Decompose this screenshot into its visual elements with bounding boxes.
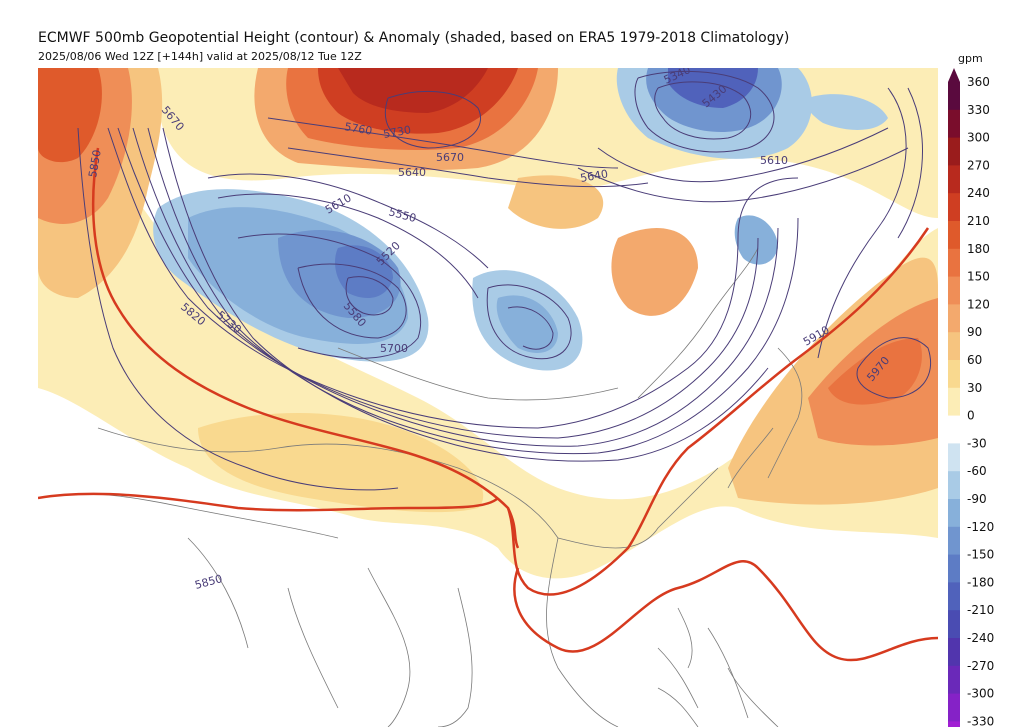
colorbar-label: 120 — [967, 297, 990, 311]
colorbar-swatch — [948, 499, 960, 528]
contour-label: 5610 — [760, 154, 788, 167]
contour-label: 5850 — [86, 149, 104, 179]
ridge-5880 — [38, 147, 938, 662]
coastlines — [657, 607, 779, 727]
colorbar-label: -330 — [967, 714, 994, 727]
contour-label: 5700 — [380, 342, 408, 355]
colorbar-swatch — [948, 582, 960, 611]
colorbar-swatch — [948, 443, 960, 472]
colorbar-label: -180 — [967, 575, 994, 589]
colorbar-label: -90 — [967, 492, 987, 506]
colorbar-swatch — [948, 221, 960, 250]
colorbar-label: 90 — [967, 325, 982, 339]
colorbar-label: -30 — [967, 436, 987, 450]
colorbar-swatch — [948, 276, 960, 305]
colorbar-label: -150 — [967, 548, 994, 562]
colorbar-swatch — [948, 165, 960, 194]
colorbar-swatch — [948, 304, 960, 333]
colorbar-label: 60 — [967, 353, 982, 367]
colorbar-swatch — [948, 332, 960, 361]
colorbar-swatch — [948, 193, 960, 222]
contour-label: 5670 — [436, 151, 464, 164]
colorbar-label: -300 — [967, 687, 994, 701]
colorbar-swatch — [948, 526, 960, 556]
colorbar-label: -240 — [967, 631, 994, 645]
contour-label: 5760 — [343, 120, 373, 138]
colorbar-label: -60 — [967, 464, 987, 478]
colorbar-label: 150 — [967, 270, 990, 284]
colorbar-swatch — [948, 109, 960, 139]
contour-label: 5640 — [398, 166, 426, 179]
colorbar-unit: gpm — [958, 52, 983, 65]
colorbar-arrow-top — [948, 68, 960, 82]
colorbar-label: 360 — [967, 75, 990, 89]
colorbar-swatch — [948, 638, 960, 667]
colorbar-swatch — [948, 82, 960, 111]
anomaly-shading — [38, 68, 938, 579]
map-title: ECMWF 500mb Geopotential Height (contour… — [38, 30, 790, 46]
colorbar-swatch — [948, 554, 960, 583]
colorbar-label: -270 — [967, 659, 994, 673]
colorbar-label: 300 — [967, 131, 990, 145]
colorbar-swatch — [948, 248, 960, 278]
colorbar-swatch — [948, 665, 960, 695]
colorbar-swatches — [948, 68, 960, 727]
colorbar-label: 0 — [967, 409, 975, 423]
colorbar-label: 30 — [967, 381, 982, 395]
colorbar-swatch — [948, 471, 960, 500]
contour-labels: 5760 5730 5670 5640 5640 5610 5550 5520 … — [86, 68, 892, 592]
map-subtitle: 2025/08/06 Wed 12Z [+144h] valid at 2025… — [38, 50, 362, 63]
colorbar-label: 270 — [967, 158, 990, 172]
colorbar-swatch — [948, 693, 960, 722]
colorbar-swatch — [948, 137, 960, 166]
colorbar-swatch — [948, 721, 960, 727]
colorbar: 3603303002702402101801501209060300-30-60… — [948, 68, 994, 727]
contour-label: 5730 — [382, 123, 412, 141]
colorbar-label: -210 — [967, 603, 994, 617]
colorbar-swatch — [948, 360, 960, 389]
colorbar-label: -120 — [967, 520, 994, 534]
colorbar-label: 180 — [967, 242, 990, 256]
colorbar-label: 240 — [967, 186, 990, 200]
colorbar-labels: 3603303002702402101801501209060300-30-60… — [967, 75, 994, 727]
anomaly-map: 5760 5730 5670 5640 5640 5610 5550 5520 … — [38, 68, 938, 727]
colorbar-label: 330 — [967, 103, 990, 117]
colorbar-label: 210 — [967, 214, 990, 228]
height-contours — [77, 70, 932, 491]
colorbar-swatch — [948, 610, 960, 639]
contour-label: 5640 — [579, 167, 609, 185]
colorbar-swatch — [948, 387, 960, 417]
colorbar-swatch — [948, 415, 960, 444]
country-borders — [38, 247, 803, 727]
